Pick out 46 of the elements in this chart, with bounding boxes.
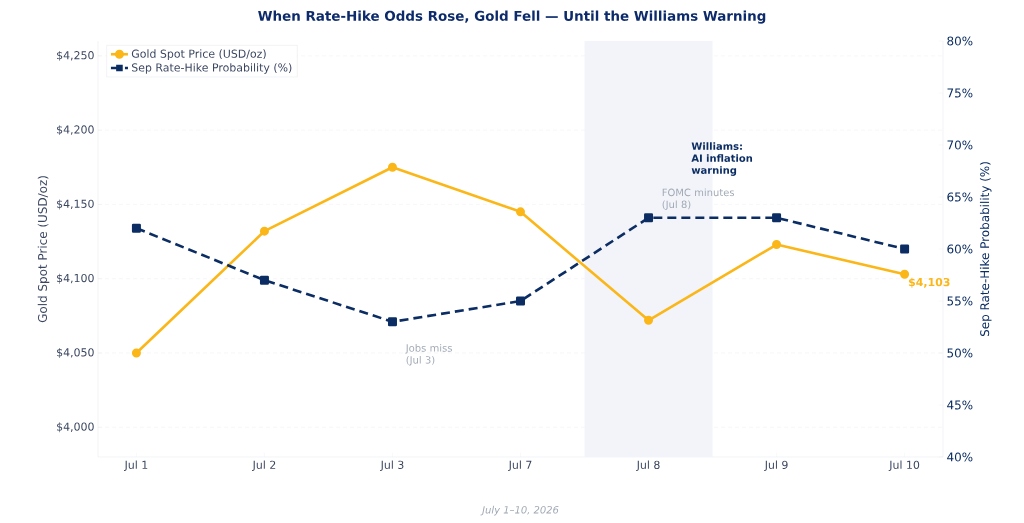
y2-tick-label: 70% [947, 140, 973, 150]
point [516, 296, 526, 306]
x-tick-label: Jul 9 [764, 460, 788, 472]
y2-tick-label: 55% [947, 296, 973, 306]
point [516, 207, 526, 217]
chart-title: When Rate-Hike Odds Rose, Gold Fell — Until the Williams Warning [258, 10, 766, 24]
y2-tick-label: 50% [947, 348, 973, 358]
annotation: Jobs miss (Jul 3) [405, 344, 452, 366]
y2-tick-label: 75% [947, 88, 973, 98]
point [131, 348, 141, 358]
y-tick-label: $4,200 [57, 125, 94, 136]
annotation: FOMC minutes (Jul 8) [662, 188, 735, 210]
data-label: $4,103 [908, 277, 950, 288]
y-tick-label: $4,050 [57, 348, 94, 358]
x-tick-label: Jul 10 [888, 460, 920, 472]
x-tick-label: Jul 1 [124, 460, 148, 472]
point [772, 213, 782, 223]
y2-tick-label: 60% [947, 244, 973, 254]
point [772, 240, 782, 250]
legend-label: Gold Spot Price (USD/oz) [131, 49, 266, 60]
annotation: Williams: AI inflation warning [691, 142, 753, 176]
point [259, 226, 269, 236]
point [387, 162, 397, 172]
point [259, 275, 269, 285]
x-tick-label: Jul 2 [252, 460, 276, 472]
y-tick-label: $4,250 [57, 50, 94, 61]
x-tick-label: Jul 8 [636, 460, 660, 472]
y-tick-label: $4,150 [57, 199, 94, 210]
y-axis-title: Gold Spot Price (USD/oz) [37, 176, 50, 323]
y2-tick-label: 45% [947, 400, 973, 410]
y-tick-label: $4,100 [57, 273, 94, 284]
y2-tick-label: 80% [947, 36, 973, 46]
legend-label: Sep Rate-Hike Probability (%) [131, 63, 292, 74]
y2-tick-label: 65% [947, 192, 973, 202]
point [900, 244, 910, 254]
point [131, 223, 141, 233]
y-tick-label: $4,000 [57, 422, 94, 433]
point [387, 317, 397, 327]
point [644, 213, 654, 223]
text: July 1–10, 2026 [480, 505, 559, 516]
y2-tick-label: 40% [947, 452, 973, 462]
point [900, 269, 910, 279]
point [644, 315, 654, 325]
y2-axis-title: Sep Rate-Hike Probability (%) [979, 162, 992, 337]
x-tick-label: Jul 3 [380, 460, 404, 472]
x-tick-label: Jul 7 [508, 460, 532, 472]
